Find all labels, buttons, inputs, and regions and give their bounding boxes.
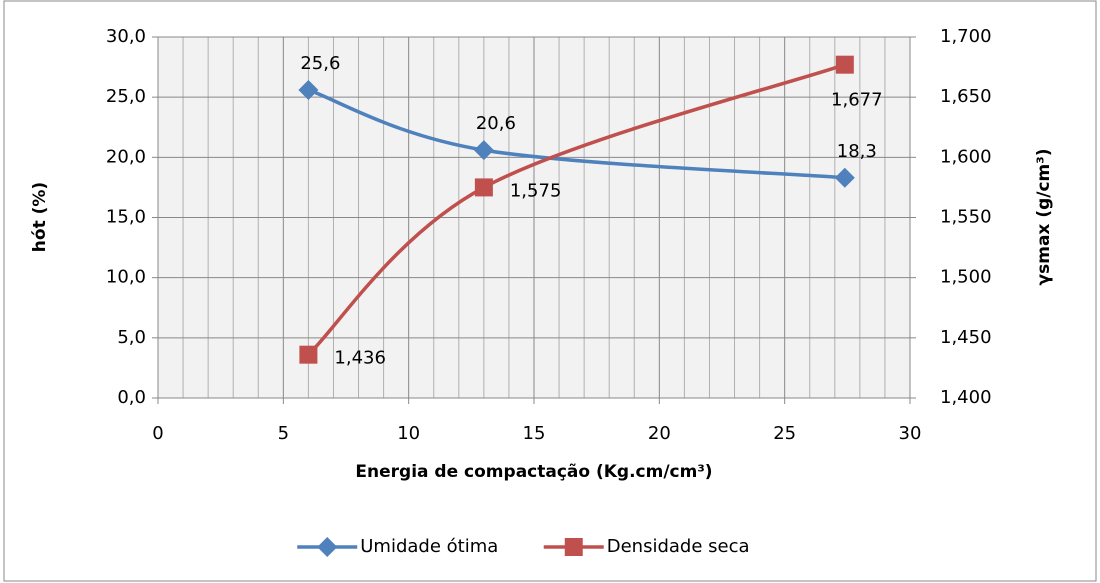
data-label: 18,3 (837, 141, 877, 162)
data-label: 25,6 (300, 53, 340, 74)
marker (473, 140, 494, 161)
marker (298, 79, 319, 100)
data-label: 1,575 (510, 180, 562, 201)
series-line (307, 88, 845, 180)
y-tick-label: 20,0 (106, 146, 146, 167)
marker (317, 537, 338, 557)
legend-label: Umidade ótima (360, 536, 498, 557)
x-tick-label: 0 (152, 423, 163, 444)
legend-label: Densidade seca (607, 536, 750, 557)
y-tick-label: 10,0 (106, 267, 146, 288)
marker (835, 55, 854, 74)
data-label: 1,677 (831, 90, 883, 111)
y-axis-title: hót (%) (30, 182, 50, 252)
marker (834, 167, 855, 188)
x-tick-label: 5 (278, 423, 289, 444)
legend-item: Densidade seca (543, 536, 750, 557)
marker (474, 178, 493, 197)
y2-tick-label: 1,700 (940, 26, 992, 47)
y2-axis-title: γsmax (g/cm³) (1034, 149, 1054, 286)
x-tick-label: 25 (773, 423, 796, 444)
y2-tick-label: 1,500 (940, 267, 992, 288)
y-tick-label: 30,0 (106, 26, 146, 47)
x-tick-label: 30 (899, 423, 922, 444)
y-tick-label: 15,0 (106, 207, 146, 228)
y2-tick-label: 1,400 (940, 387, 992, 408)
y-tick-label: 5,0 (117, 327, 146, 348)
x-tick-label: 10 (397, 423, 420, 444)
data-label: 20,6 (476, 113, 516, 134)
y2-tick-label: 1,550 (940, 207, 992, 228)
x-tick-label: 20 (648, 423, 671, 444)
y-tick-label: 0,0 (117, 387, 146, 408)
x-tick-label: 15 (523, 423, 546, 444)
marker (564, 538, 583, 556)
y-tick-label: 25,0 (106, 86, 146, 107)
marker (299, 345, 318, 364)
y2-tick-label: 1,450 (940, 327, 992, 348)
x-axis-title: Energia de compactação (Kg.cm/cm³) (355, 462, 712, 482)
y2-tick-label: 1,600 (940, 146, 992, 167)
legend-item: Umidade ótima (297, 536, 498, 557)
data-label: 1,436 (334, 348, 386, 369)
series-line (307, 63, 846, 356)
y2-tick-label: 1,650 (940, 86, 992, 107)
